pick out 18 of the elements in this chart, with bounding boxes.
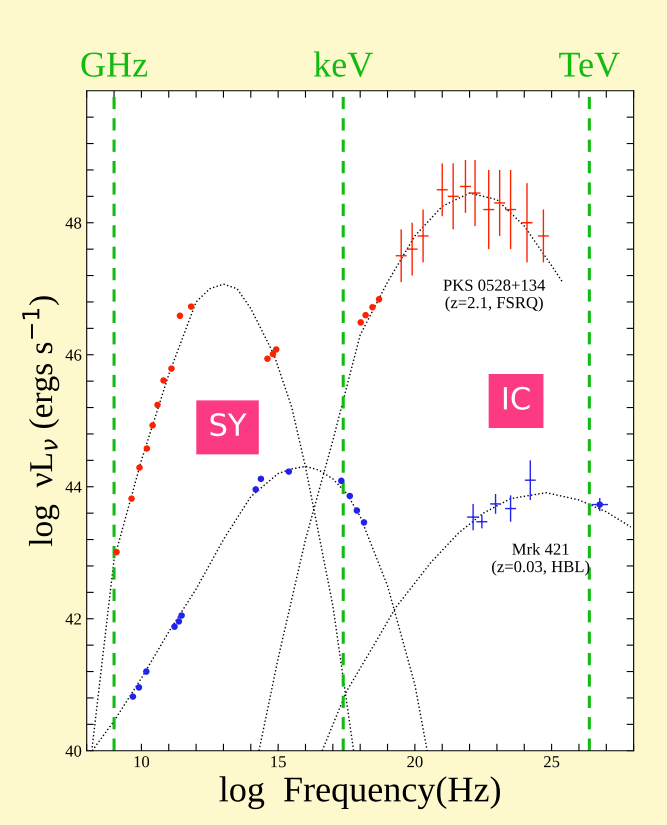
y-tick-label: 46 xyxy=(66,349,82,361)
ref-line-label: GHz xyxy=(81,52,148,77)
x-tick-label: 20 xyxy=(407,756,423,768)
annotation: SY xyxy=(210,413,247,436)
y-tick-label: 44 xyxy=(66,482,82,493)
x-tick-label: 15 xyxy=(271,756,286,768)
y-tick-label: 42 xyxy=(66,613,81,625)
annotation: IC xyxy=(504,386,530,410)
y-tick-label: 40 xyxy=(66,745,82,757)
y-tick-label: 48 xyxy=(66,217,82,229)
x-axis-title: log Frequency(Hz) xyxy=(220,776,500,810)
y-axis-title: log νL$_{ν}$ (ergs s$^{−1}$) xyxy=(22,296,60,546)
x-tick-label: 10 xyxy=(134,756,150,768)
x-tick-label: 25 xyxy=(544,756,560,768)
ref-line-label: keV xyxy=(314,51,373,78)
annotation: Mrk 421 (z=0.03, HBL) xyxy=(492,543,590,576)
annotation: PKS 0528+134 (z=2.1, FSRQ) xyxy=(443,280,546,312)
ref-line-label: TeV xyxy=(559,52,620,78)
